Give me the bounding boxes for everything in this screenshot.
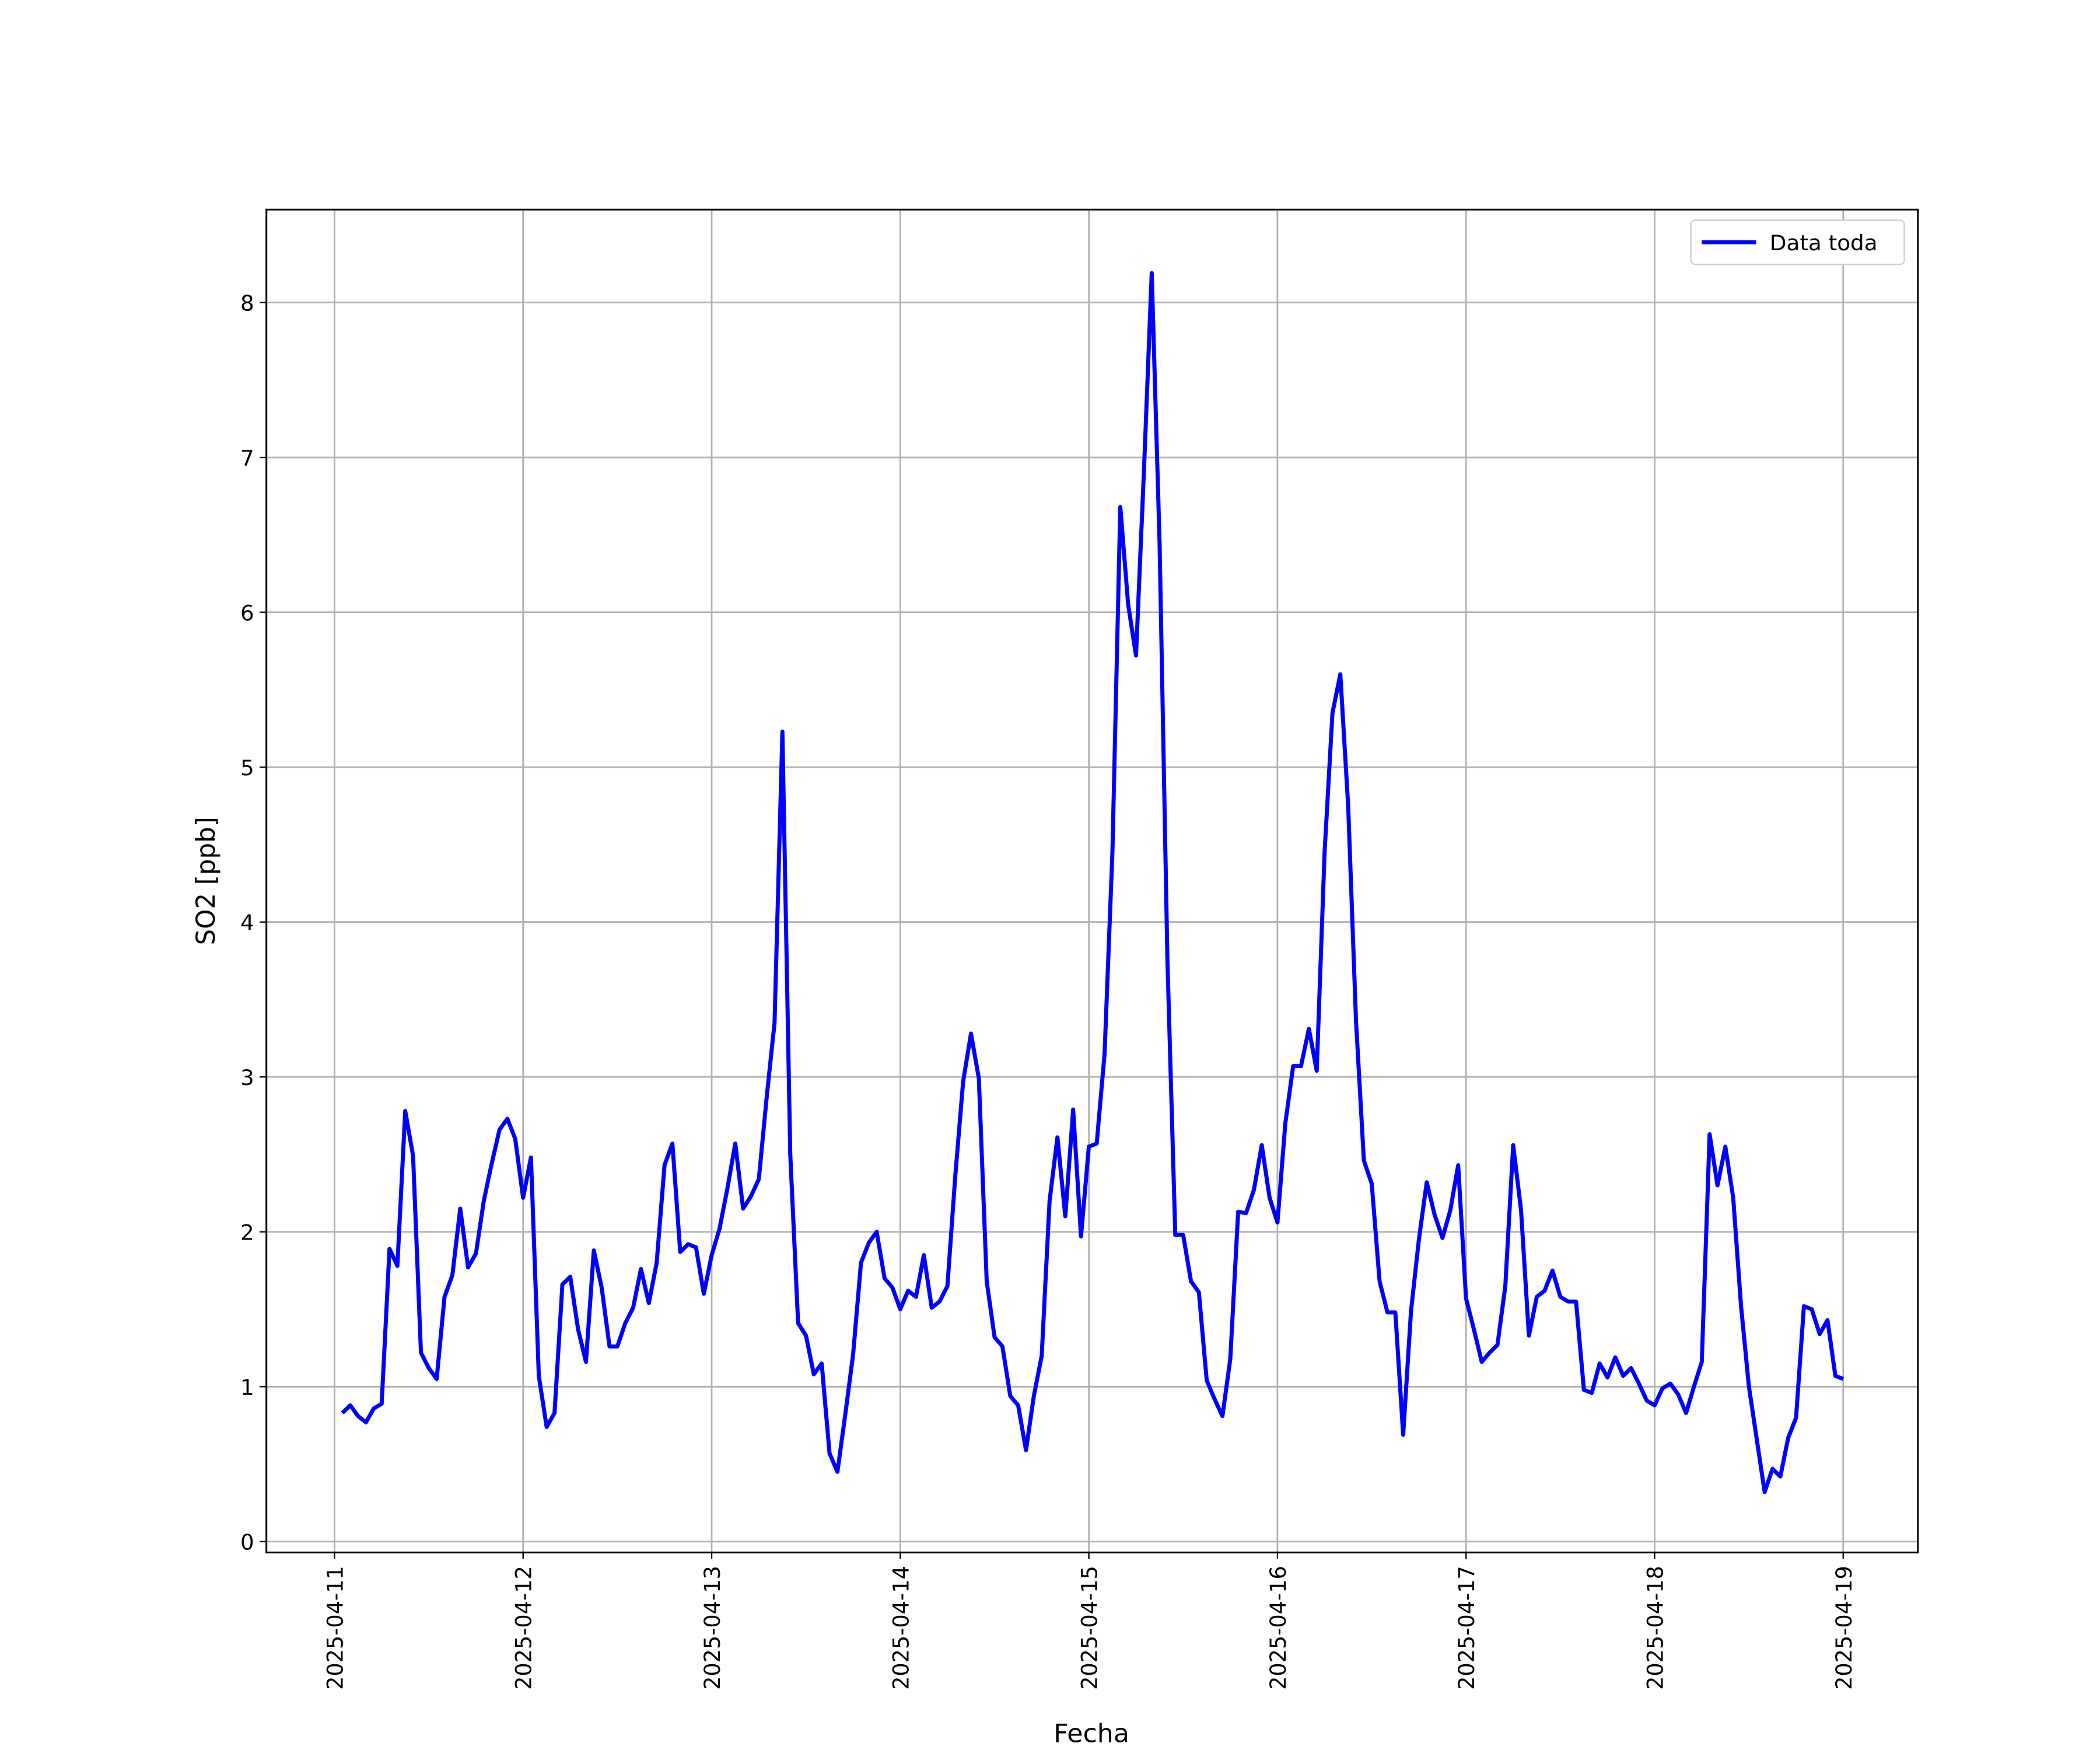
x-tick-label: 2025-04-15 — [1077, 1566, 1102, 1690]
x-tick-label: 2025-04-14 — [888, 1566, 914, 1690]
y-tick-label: 7 — [240, 446, 254, 471]
x-tick-label: 2025-04-12 — [511, 1566, 536, 1690]
legend-label: Data toda — [1770, 230, 1878, 256]
x-tick-label: 2025-04-17 — [1454, 1566, 1479, 1690]
y-tick-label: 2 — [240, 1220, 254, 1245]
y-tick-label: 5 — [240, 755, 254, 780]
x-tick-label: 2025-04-11 — [323, 1566, 348, 1690]
x-tick-label: 2025-04-13 — [700, 1566, 725, 1690]
data-line — [341, 271, 1845, 1494]
y-axis-label: SO2 [ppb] — [191, 817, 221, 945]
y-tick-label: 1 — [240, 1375, 254, 1400]
x-tick-label: 2025-04-16 — [1266, 1566, 1291, 1690]
y-tick-label: 6 — [240, 601, 254, 626]
legend-box — [1690, 219, 1905, 265]
x-tick-label: 2025-04-18 — [1643, 1566, 1668, 1690]
y-tick-label: 4 — [240, 911, 254, 936]
y-tick-label: 8 — [240, 291, 254, 316]
plot-frame — [265, 208, 1919, 1553]
y-tick-label: 3 — [240, 1065, 254, 1090]
x-tick-label: 2025-04-19 — [1831, 1566, 1856, 1690]
y-tick-label: 0 — [240, 1530, 254, 1555]
x-axis-label: Fecha — [1054, 1719, 1129, 1749]
